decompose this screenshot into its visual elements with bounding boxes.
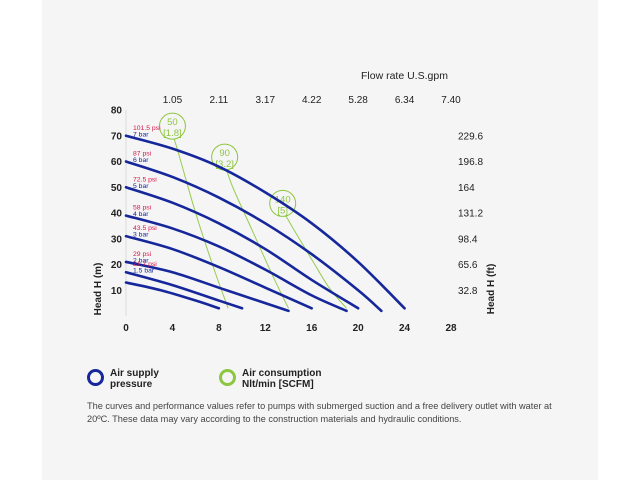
y2-tick-label: 229.6 bbox=[458, 131, 483, 142]
y-tick-label: 60 bbox=[111, 157, 123, 168]
consumption-label-bubble bbox=[158, 112, 186, 140]
pressure-curve bbox=[124, 160, 383, 313]
x-tick-label: 20 bbox=[353, 323, 365, 334]
consumption-label: 90 bbox=[219, 148, 230, 159]
x-tick-label: 0 bbox=[123, 323, 129, 334]
x-tick-label: 24 bbox=[399, 323, 411, 334]
x-tick-label: 16 bbox=[306, 323, 318, 334]
pressure-curve bbox=[124, 134, 406, 310]
consumption-sublabel: [1.8] bbox=[163, 128, 182, 139]
bar-label: 3 bar bbox=[133, 232, 149, 239]
legend-consumption: Air consumption Nlt/min [SCFM] bbox=[219, 368, 321, 390]
pressure-curves bbox=[124, 134, 406, 313]
bar-label: 6 bar bbox=[133, 157, 149, 164]
x2-tick-label: 7.40 bbox=[441, 95, 461, 106]
y-tick-label: 40 bbox=[111, 209, 123, 220]
psi-label: 72.5 psi bbox=[133, 176, 157, 183]
footnote: The curves and performance values refer … bbox=[87, 401, 552, 424]
x2-tick-label: 5.28 bbox=[348, 95, 368, 106]
consumption-label: 140 bbox=[275, 194, 291, 205]
pressure-ring-icon bbox=[87, 369, 104, 386]
y2-tick-label: 196.8 bbox=[458, 157, 483, 168]
bar-label: 4 bar bbox=[133, 211, 149, 218]
pressure-curve bbox=[124, 260, 290, 313]
content-panel bbox=[42, 0, 598, 480]
y-tick-label: 30 bbox=[111, 234, 123, 245]
x-tick-label: 8 bbox=[216, 323, 222, 334]
y2-tick-label: 98.4 bbox=[458, 234, 478, 245]
x-tick-label: 4 bbox=[170, 323, 176, 334]
pressure-curve bbox=[124, 270, 244, 310]
air-consumption-curves: 50[1.8] 90[3.2] 140[5] bbox=[158, 112, 347, 309]
y-tick-label: 20 bbox=[111, 260, 123, 271]
x-tick-label: 28 bbox=[445, 323, 457, 334]
psi-label: 29 psi bbox=[133, 251, 152, 258]
psi-label: 101.5 psi bbox=[133, 125, 161, 132]
psi-label: 43.5 psi bbox=[133, 225, 157, 232]
consumption-sublabel: [3.2] bbox=[215, 159, 234, 170]
y-tick-label: 70 bbox=[111, 131, 123, 142]
chart-axes: 0 4 8 12 16 20 24 28 10 20 30 40 50 60 70 80 1.05 2.11 3.1… bbox=[111, 95, 484, 334]
x2-tick-label: 6.34 bbox=[395, 95, 415, 106]
bar-label: 7 bar bbox=[133, 131, 149, 138]
x-tick-label: 12 bbox=[260, 323, 272, 334]
pressure-curve bbox=[124, 214, 348, 313]
legend-pressure-label: Air supply pressure bbox=[110, 368, 159, 390]
psi-label: 21.7 psi bbox=[133, 261, 157, 268]
psi-label: 58 psi bbox=[133, 205, 152, 212]
consumption-label: 50 bbox=[167, 117, 178, 128]
legend-pressure: Air supply pressure bbox=[87, 368, 159, 390]
consumption-curve bbox=[224, 163, 289, 309]
x2-tick-label: 1.05 bbox=[163, 95, 183, 106]
consumption-sublabel: [5] bbox=[277, 205, 288, 216]
x2-tick-label: 2.11 bbox=[209, 95, 228, 106]
psi-label: 87 psi bbox=[133, 151, 152, 158]
y2-tick-label: 164 bbox=[458, 183, 475, 194]
consumption-ring-icon bbox=[219, 369, 236, 386]
top-axis-title: Flow rate U.S.gpm bbox=[361, 70, 448, 82]
pressure-curve bbox=[124, 185, 360, 310]
legend-consumption-label: Air consumption Nlt/min [SCFM] bbox=[242, 368, 322, 390]
y2-tick-label: 131.2 bbox=[458, 209, 483, 220]
y-tick-label: 80 bbox=[111, 106, 123, 117]
right-axis-title: Head H (ft) bbox=[486, 264, 497, 315]
bar-label: 5 bar bbox=[133, 183, 149, 190]
bar-label: 1.5 bar bbox=[133, 268, 155, 275]
left-axis-title: Head H (m) bbox=[93, 263, 104, 316]
x2-tick-label: 3.17 bbox=[256, 95, 276, 106]
y2-tick-label: 65.6 bbox=[458, 260, 478, 271]
pressure-curve bbox=[124, 234, 314, 310]
bar-label: 2 bar bbox=[133, 257, 149, 264]
y-tick-label: 50 bbox=[111, 183, 123, 194]
x2-tick-label: 4.22 bbox=[302, 95, 322, 106]
y-tick-label: 10 bbox=[111, 286, 123, 297]
pressure-curve bbox=[124, 281, 221, 310]
y2-tick-label: 32.8 bbox=[458, 286, 478, 297]
